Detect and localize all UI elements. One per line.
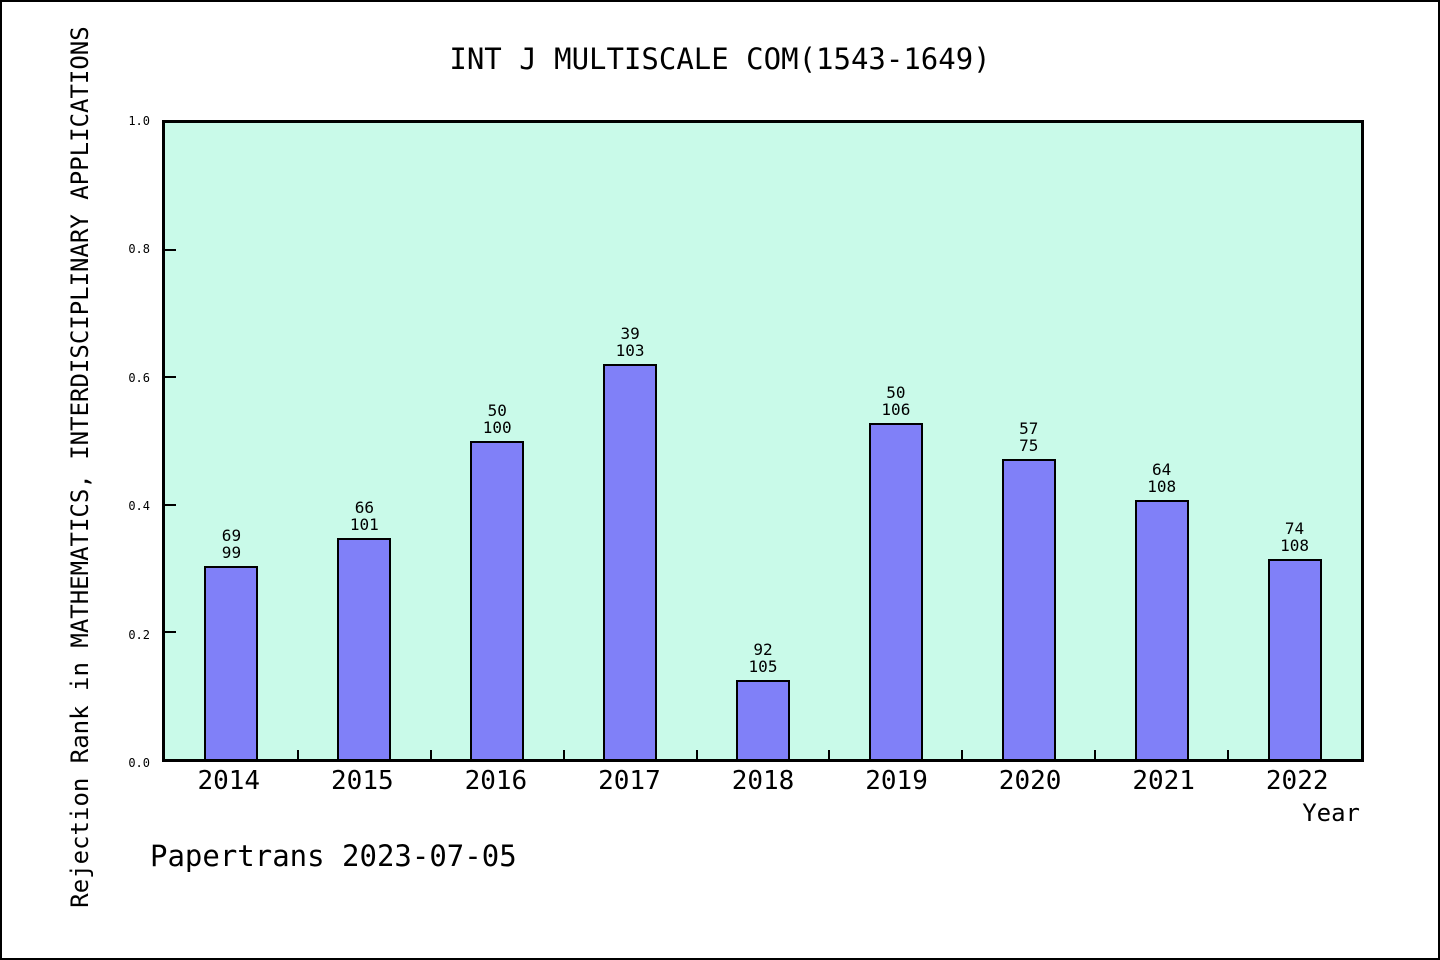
bar-value-label-2016: 50 100: [483, 402, 512, 436]
x-tick-label-2020: 2020: [998, 766, 1062, 796]
bar-2015: [337, 538, 392, 759]
x-axis-tick: [828, 750, 831, 759]
bar-2022: [1267, 558, 1322, 759]
x-axis-tick: [562, 750, 565, 759]
bar-label-numerator: 64: [1152, 460, 1172, 480]
bar-label-denominator: 108: [1147, 477, 1177, 497]
x-axis-tick: [296, 750, 299, 759]
x-axis-tick: [961, 750, 964, 759]
x-tick-label-2015: 2015: [331, 766, 394, 796]
x-tick-label-2017: 2017: [598, 766, 661, 796]
x-axis-tick: [1227, 750, 1230, 759]
bar-label-numerator: 50: [886, 383, 906, 403]
y-tick-label-0.0: 0.0: [128, 756, 150, 770]
bar-label-denominator: 103: [615, 341, 645, 361]
y-axis-tick: [165, 503, 176, 506]
y-tick-label-0.2: 0.2: [128, 627, 150, 642]
x-tick-label-2022: 2022: [1265, 766, 1329, 796]
y-axis-tick: [165, 630, 176, 633]
bar-value-label-2020: 57 75: [1019, 420, 1038, 454]
y-tick-label-0.4: 0.4: [128, 499, 150, 514]
x-tick-label-2014: 2014: [197, 766, 261, 796]
bar-value-label-2022: 74 108: [1280, 520, 1309, 554]
bar-2016: [470, 441, 525, 759]
bar-label-numerator: 66: [354, 498, 374, 518]
bar-label-denominator: 105: [748, 657, 778, 677]
bar-label-numerator: 69: [221, 526, 242, 546]
bar-value-label-2014: 69 99: [222, 527, 241, 561]
x-axis-tick: [1094, 750, 1097, 759]
bar-label-numerator: 39: [620, 324, 640, 344]
x-axis-label: Year: [1302, 799, 1360, 827]
bar-label-denominator: 108: [1280, 535, 1309, 555]
bar-2021: [1134, 500, 1189, 759]
bar-value-label-2015: 66 101: [350, 499, 379, 533]
bar-2019: [868, 423, 923, 759]
x-axis-tick: [429, 750, 432, 759]
chart-title: INT J MULTISCALE COM(1543-1649): [449, 42, 991, 76]
bar-label-denominator: 75: [1019, 436, 1039, 456]
bar-label-denominator: 100: [482, 418, 512, 437]
y-tick-label-1.0: 1.0: [128, 114, 150, 128]
bar-2017: [603, 364, 658, 759]
y-tick-label-0.8: 0.8: [128, 242, 150, 257]
bar-value-label-2018: 92 105: [749, 641, 778, 675]
bar-label-denominator: 99: [221, 543, 242, 563]
plot-area: 69 99 66 101 50 100 39 103 92 105 50 106 57 75 64 108 74…: [162, 120, 1364, 762]
bar-label-numerator: 57: [1019, 419, 1039, 439]
y-tick-label-0.6: 0.6: [128, 370, 150, 385]
bar-2020: [1001, 459, 1056, 759]
bar-label-numerator: 50: [487, 401, 507, 420]
bar-2014: [204, 566, 259, 759]
watermark-text: Papertrans 2023-07-05: [150, 839, 517, 873]
bar-label-numerator: 92: [753, 640, 773, 660]
bar-2018: [736, 680, 790, 759]
y-axis-tick: [165, 249, 176, 252]
x-tick-label-2019: 2019: [865, 766, 928, 796]
y-axis-tick: [165, 376, 176, 379]
y-axis-tick-labels: 0.0 0.2 0.4 0.6 0.8 1.0: [2, 115, 154, 769]
bar-label-denominator: 101: [349, 515, 379, 535]
bar-label-denominator: 106: [881, 400, 911, 420]
bar-value-label-2021: 64 108: [1147, 461, 1176, 495]
x-tick-label-2016: 2016: [464, 766, 528, 796]
bar-label-numerator: 74: [1284, 518, 1305, 538]
x-tick-label-2021: 2021: [1132, 766, 1195, 796]
x-axis-tick-labels: 2014 2015 2016 2017 2018 2019 2020 2021 2022: [162, 766, 1364, 806]
x-tick-label-2018: 2018: [731, 766, 795, 796]
bar-value-label-2019: 50 106: [881, 384, 910, 418]
x-axis-tick: [695, 750, 698, 759]
bar-value-label-2017: 39 103: [616, 325, 645, 359]
